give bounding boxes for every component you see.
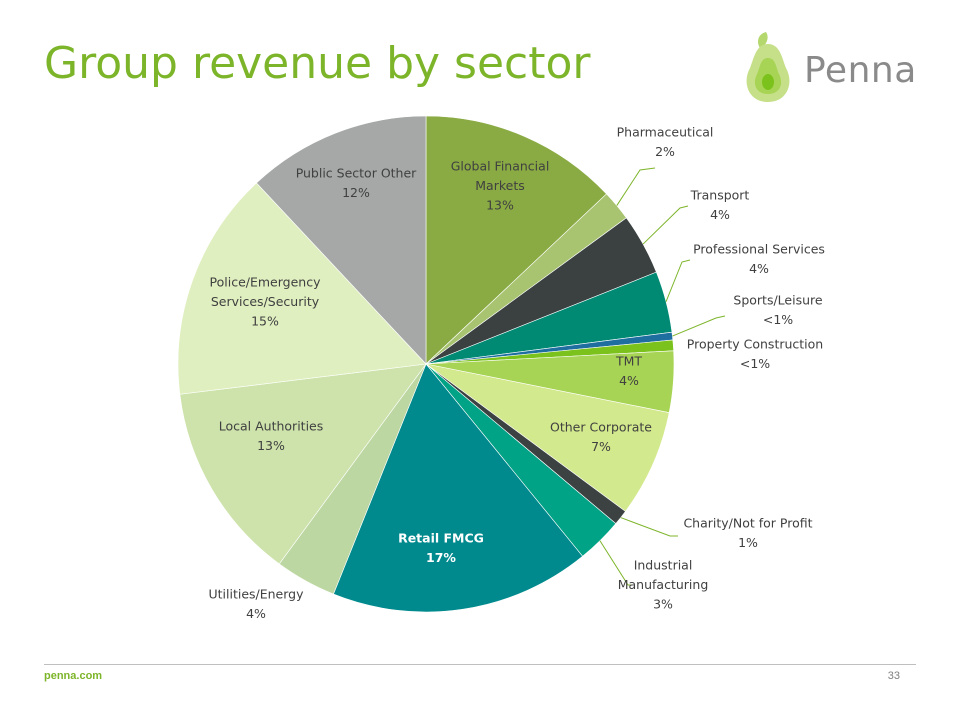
data-label: Pharmaceutical 2% <box>617 124 714 159</box>
data-label: Public Sector Other 12% <box>296 165 417 200</box>
footer-divider <box>44 664 916 665</box>
data-label: Utilities/Energy 4% <box>208 586 304 621</box>
penna-logo: Penna <box>738 28 918 108</box>
data-label: Retail FMCG 17% <box>398 530 484 565</box>
page-title: Group revenue by sector <box>44 38 591 89</box>
pie-slice-police-emergency-services-security <box>177 182 427 395</box>
data-label: Industrial Manufacturing 3% <box>618 558 709 612</box>
pear-leaf <box>758 32 768 48</box>
data-label: Transport 4% <box>690 187 750 222</box>
pie-slice-public-sector-other <box>256 115 427 365</box>
data-label: Property Construction <1% <box>687 336 823 371</box>
data-label: Sports/Leisure <1% <box>733 292 822 327</box>
leader-line <box>620 517 678 537</box>
data-label: TMT 4% <box>615 353 642 388</box>
data-label: Local Authorities 13% <box>219 418 324 453</box>
pear-core <box>762 74 774 90</box>
leader-line <box>599 540 632 586</box>
leader-line <box>616 167 656 206</box>
data-label: Charity/Not for Profit 1% <box>683 515 812 550</box>
leader-line <box>642 205 689 245</box>
data-label: Professional Services 4% <box>693 241 825 276</box>
pie-slice-other-corporate <box>425 363 670 512</box>
pie-slice-global-financial-markets <box>425 115 607 365</box>
page-number: 33 <box>887 670 900 682</box>
pie-slice-local-authorities <box>179 363 427 565</box>
logo-wordmark: Penna <box>804 50 917 91</box>
footer-url[interactable]: penna.com <box>44 670 103 682</box>
data-label: Global Financial Markets 13% <box>451 159 550 213</box>
leader-line <box>665 259 691 302</box>
data-label: Other Corporate 7% <box>550 419 652 454</box>
pear-icon <box>746 32 790 102</box>
leader-line <box>672 315 726 337</box>
data-label: Police/Emergency Services/Security 15% <box>210 275 322 329</box>
pie-slice-retail-fmcg <box>333 363 584 613</box>
